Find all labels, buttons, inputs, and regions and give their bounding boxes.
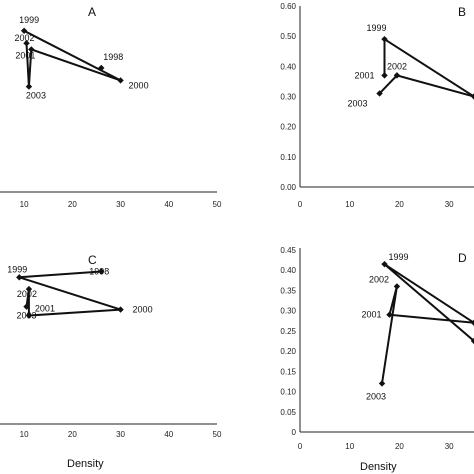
panel-d-point-label: 2003 [366, 391, 386, 401]
panel-d-x-title: Density [360, 461, 397, 473]
panel-c-x-tick: 50 [213, 430, 222, 439]
panel-b-x-tick: 20 [395, 200, 404, 209]
panel-a: 10 20 30 40 50 1999 2002 2001 2003 1998 2000 A [0, 5, 222, 209]
panel-c-point-marker [25, 285, 33, 293]
panel-a-point-marker [23, 40, 30, 47]
panel-d-y-tick: 0.30 [280, 307, 296, 316]
panel-b-point-marker [381, 35, 388, 43]
panel-d-point-marker [470, 337, 474, 345]
panel-b-point-marker [381, 72, 388, 79]
panel-c-point-marker [98, 268, 105, 275]
panel-b-letter: B [458, 5, 466, 19]
panel-b-point-marker [470, 93, 474, 100]
panel-d-x-tick: 30 [445, 442, 454, 451]
panel-d-point-label: 2001 [361, 310, 381, 320]
panel-b-point-marker [393, 72, 401, 79]
panel-c-point-label: 2001 [35, 303, 55, 313]
panel-b: 0 10 20 30 0.00 0.10 0.20 0.30 0.40 0.50 0.60 1999 2… [280, 2, 474, 209]
panel-a-point-label: 1998 [103, 52, 123, 62]
panel-d-y-tick: 0.20 [280, 347, 296, 356]
panel-b-point-label: 2001 [355, 70, 375, 80]
panel-c-point-label: 1999 [7, 264, 27, 274]
panel-c-point-marker [117, 306, 124, 313]
panel-c-point-label: 1998 [89, 266, 109, 276]
panel-b-series-line [378, 37, 474, 98]
panel-a-point-marker [98, 64, 105, 72]
panel-b-y-tick: 0.10 [280, 153, 296, 162]
panel-b-point-label: 2002 [387, 61, 407, 71]
panel-a-point-marker [117, 77, 124, 84]
panel-a-x-tick: 30 [116, 200, 125, 209]
panel-d-y-tick: 0.25 [280, 327, 296, 336]
panel-a-point-label: 1999 [19, 15, 39, 25]
panel-d-y-tick: 0.35 [280, 286, 296, 295]
panel-c-x-tick: 40 [164, 430, 173, 439]
panel-b-point-label: 2003 [348, 98, 368, 108]
panel-a-point-label: 2003 [26, 91, 46, 101]
panel-d-y-tick: 0.45 [280, 246, 296, 255]
panel-a-point-marker [20, 27, 28, 34]
panel-a-point-marker [25, 83, 33, 90]
panel-c-point-marker [23, 303, 30, 310]
panel-c-point-label: 2000 [133, 305, 153, 315]
panel-c-point-marker [16, 274, 23, 281]
panel-b-y-tick: 0.20 [280, 123, 296, 132]
panel-d-series-line [381, 263, 474, 384]
panel-d-y-tick: 0.05 [280, 408, 296, 417]
panel-d-point-marker [470, 319, 474, 326]
panel-d-point-marker [378, 380, 386, 387]
panel-d-x-tick: 10 [345, 442, 354, 451]
panel-a-point-label: 2000 [129, 80, 149, 90]
panel-b-point-label: 1999 [367, 23, 387, 33]
panel-c-point-label: 2003 [17, 311, 37, 321]
panel-a-point-marker [28, 46, 35, 53]
panel-b-x-tick: 0 [298, 200, 303, 209]
panel-b-x-tick: 30 [445, 200, 454, 209]
panel-b-x-tick: 10 [345, 200, 354, 209]
panel-d-y-tick: 0.10 [280, 388, 296, 397]
panel-a-x-tick: 20 [68, 200, 77, 209]
panel-a-point-label: 2002 [15, 33, 35, 43]
panel-a-x-tick: 40 [164, 200, 173, 209]
panel-d-x-tick: 0 [298, 442, 303, 451]
panel-c-letter: C [88, 253, 97, 267]
panel-c-x-tick: 30 [116, 430, 125, 439]
panel-a-point-label: 2001 [15, 50, 35, 60]
panel-d-point-marker [381, 260, 388, 268]
panel-b-y-tick: 0.40 [280, 62, 296, 71]
panel-c-x-tick: 20 [68, 430, 77, 439]
panel-a-letter: A [88, 5, 96, 19]
panel-b-y-tick: 0.60 [280, 2, 296, 11]
panel-c-point-marker [25, 312, 33, 319]
panel-b-y-tick: 0.00 [280, 183, 296, 192]
panel-d-point-marker [386, 311, 393, 318]
panel-c-x-tick: 10 [20, 430, 29, 439]
panel-d-point-label: 1999 [389, 252, 409, 262]
panel-d-point-marker [393, 283, 401, 290]
panel-b-point-marker [376, 90, 383, 97]
panel-b-y-tick: 0.30 [280, 93, 296, 102]
panel-d: 0 10 20 30 0 0.05 0.10 0.15 0.20 0.25 0.30 0.35 0.40… [280, 246, 474, 473]
panel-d-y-tick: 0.15 [280, 367, 296, 376]
panel-a-x-tick: 10 [20, 200, 29, 209]
panel-d-point-label: 2002 [369, 274, 389, 284]
panel-d-letter: D [458, 251, 467, 265]
panel-c-series-line [18, 270, 121, 317]
panel-c-point-label: 2002 [17, 289, 37, 299]
panel-d-y-tick: 0.40 [280, 266, 296, 275]
panel-b-y-tick: 0.50 [280, 32, 296, 41]
panel-d-x-tick: 20 [395, 442, 404, 451]
panel-c-x-title: Density [67, 458, 104, 470]
panel-d-y-tick: 0 [292, 428, 297, 437]
panel-a-x-tick: 50 [213, 200, 222, 209]
